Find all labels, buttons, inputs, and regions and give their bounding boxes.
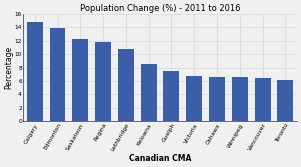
- Bar: [27, 22, 43, 121]
- Bar: [72, 39, 88, 121]
- Y-axis label: Percentage: Percentage: [4, 46, 13, 89]
- Bar: [232, 77, 248, 121]
- Bar: [118, 49, 134, 121]
- Bar: [278, 79, 293, 121]
- Bar: [50, 28, 66, 121]
- Bar: [209, 77, 225, 121]
- Bar: [186, 75, 202, 121]
- Title: Population Change (%) - 2011 to 2016: Population Change (%) - 2011 to 2016: [80, 4, 240, 13]
- Bar: [255, 77, 271, 121]
- X-axis label: Canadian CMA: Canadian CMA: [129, 154, 191, 163]
- Bar: [95, 42, 111, 121]
- Bar: [141, 64, 157, 121]
- Bar: [163, 71, 179, 121]
